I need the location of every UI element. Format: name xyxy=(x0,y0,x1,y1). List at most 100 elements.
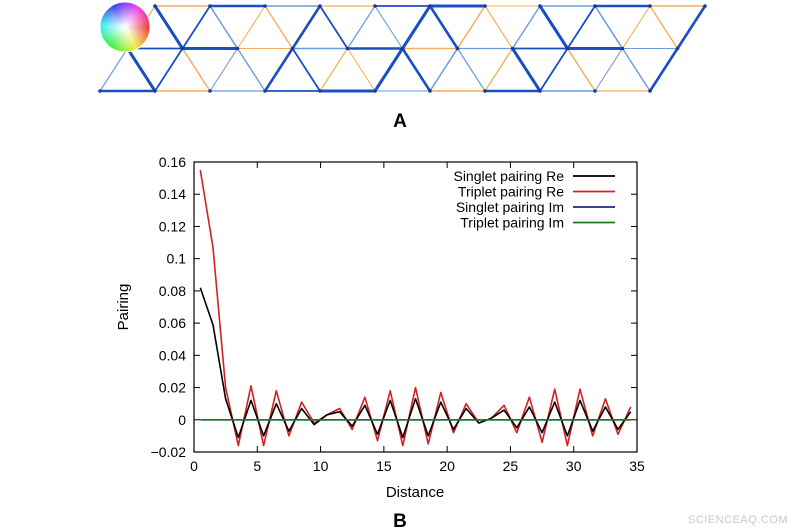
lattice-bond xyxy=(154,47,184,92)
lattice-bond xyxy=(374,5,404,50)
lattice-bond xyxy=(594,47,624,92)
lattice-diagram xyxy=(98,4,707,93)
lattice-bond xyxy=(456,5,486,50)
x-tick-label: 0 xyxy=(190,458,198,474)
lattice-site xyxy=(235,46,240,51)
lattice-site xyxy=(345,46,350,51)
lattice-bond xyxy=(264,5,294,50)
lattice-bond xyxy=(538,4,569,50)
lattice-site xyxy=(428,89,432,93)
lattice-bond xyxy=(346,47,376,92)
lattice-site xyxy=(593,4,597,8)
lattice-bond xyxy=(401,47,432,93)
x-tick-label: 30 xyxy=(566,458,582,474)
lattice-site xyxy=(98,89,102,93)
lattice-bond xyxy=(319,47,349,92)
lattice-site xyxy=(483,4,487,8)
y-tick-label: 0.04 xyxy=(159,347,186,363)
lattice-site xyxy=(428,4,432,8)
lattice-bond xyxy=(648,47,679,93)
lattice-bond xyxy=(153,4,184,50)
lattice-bond xyxy=(428,4,459,50)
y-tick-label: −0.02 xyxy=(151,444,187,460)
lattice-bond xyxy=(649,5,679,50)
y-tick-label: 0.1 xyxy=(167,251,187,267)
series-line-triplet-pairing-re xyxy=(199,169,632,447)
lattice-site xyxy=(400,46,405,51)
lattice-site xyxy=(483,89,487,93)
lattice-bond xyxy=(401,4,432,50)
lattice-bond xyxy=(484,47,514,92)
lattice-bond xyxy=(621,5,651,50)
lattice-bond xyxy=(566,5,596,50)
lattice-site xyxy=(373,89,377,93)
chart: 0 5 10 15 20 25 30 35−0.0200.020.040.060.080.10… xyxy=(115,154,645,501)
lattice-bond xyxy=(181,47,211,92)
lattice-site xyxy=(565,46,570,51)
lattice-site xyxy=(318,4,322,8)
lattice-bond xyxy=(236,5,266,50)
color-wheel xyxy=(99,1,151,53)
x-axis-label: Distance xyxy=(386,484,444,501)
lattice-bond xyxy=(209,47,239,92)
lattice-bond xyxy=(539,47,569,92)
lattice-site xyxy=(593,89,597,93)
legend-label: Triplet pairing Re xyxy=(458,184,564,200)
lattice-bond xyxy=(566,47,596,92)
x-tick-label: 5 xyxy=(253,458,261,474)
legend-label: Singlet pairing Im xyxy=(456,199,564,215)
lattice-site xyxy=(318,89,322,93)
y-tick-label: 0.02 xyxy=(159,380,186,396)
series-line-singlet-pairing-re xyxy=(199,287,632,439)
y-tick-label: 0 xyxy=(178,412,186,428)
y-tick-label: 0.14 xyxy=(159,186,186,202)
lattice-site xyxy=(648,89,652,93)
lattice-site xyxy=(290,46,295,51)
lattice-bond xyxy=(594,5,624,50)
y-axis-label: Pairing xyxy=(115,284,132,331)
lattice-site xyxy=(538,4,542,8)
color-wheel-center xyxy=(100,2,150,52)
panel-a-label: A xyxy=(393,111,407,132)
y-tick-label: 0.16 xyxy=(159,154,186,170)
lattice-bond xyxy=(429,47,459,92)
x-tick-label: 35 xyxy=(629,458,645,474)
lattice-bond xyxy=(209,5,239,50)
lattice-site xyxy=(538,89,542,93)
lattice-bond xyxy=(126,47,157,93)
lattice-site xyxy=(648,4,652,8)
lattice-site xyxy=(263,4,267,8)
lattice-bond xyxy=(236,47,266,92)
lattice-bond xyxy=(373,47,404,93)
lattice-bond xyxy=(621,47,651,92)
x-tick-label: 20 xyxy=(439,458,455,474)
lattice-site xyxy=(208,4,212,8)
lattice-bond xyxy=(291,4,322,50)
lattice-site xyxy=(510,46,515,51)
lattice-bond xyxy=(319,5,349,50)
lattice-bond xyxy=(456,47,486,92)
x-tick-label: 25 xyxy=(503,458,519,474)
lattice-bond xyxy=(291,47,321,92)
lattice-site xyxy=(703,4,707,8)
lattice-site xyxy=(455,46,460,51)
panel-b-label: B xyxy=(393,511,407,530)
lattice-site xyxy=(373,4,377,8)
y-tick-label: 0.08 xyxy=(159,283,186,299)
x-tick-label: 15 xyxy=(376,458,392,474)
lattice-site xyxy=(208,89,212,93)
lattice-site xyxy=(620,46,625,51)
plot-frame xyxy=(193,161,638,453)
y-tick-label: 0.06 xyxy=(159,315,186,331)
lattice-bond xyxy=(346,5,376,50)
lattice-site xyxy=(180,46,185,51)
series-lines xyxy=(199,169,632,447)
y-tick-label: 0.12 xyxy=(159,218,186,234)
lattice-bond xyxy=(484,5,514,50)
lattice-bond xyxy=(676,4,707,50)
axis-ticks: 0 5 10 15 20 25 30 35−0.0200.020.040.060.080.10… xyxy=(151,154,645,474)
lattice-bond xyxy=(181,5,211,50)
lattice-site xyxy=(153,89,157,93)
lattice-site xyxy=(263,89,267,93)
